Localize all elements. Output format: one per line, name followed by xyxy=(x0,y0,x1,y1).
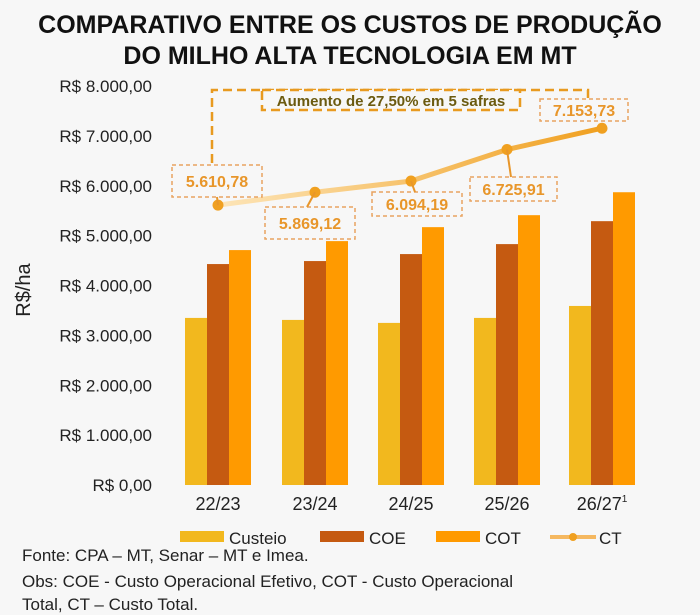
bar-custeio xyxy=(378,322,400,485)
ct-data-label-box xyxy=(171,164,263,198)
y-tick-label: R$ 0,00 xyxy=(92,476,152,495)
legend-label-coe: COE xyxy=(369,529,406,548)
bar-coe xyxy=(400,254,422,485)
obs-note-continued: Total, CT – Custo Total. xyxy=(22,595,199,614)
chart-title-line-2: DO MILHO ALTA TECNOLOGIA EM MT xyxy=(123,42,577,70)
legend-swatch-coe xyxy=(320,531,364,542)
chart-title-line-1: COMPARATIVO ENTRE OS CUSTOS DE PRODUÇÃO xyxy=(38,11,662,39)
y-tick-label: R$ 6.000,00 xyxy=(59,177,152,196)
x-tick-label: 22/23 xyxy=(195,494,240,514)
ct-data-label: 5.610,78 xyxy=(186,174,248,191)
y-tick-label: R$ 3.000,00 xyxy=(59,326,152,345)
ct-data-label: 6.725,91 xyxy=(482,182,544,199)
ct-data-label: 7.153,73 xyxy=(553,103,615,120)
ct-data-label-box xyxy=(539,98,629,122)
ct-label-leader xyxy=(410,180,416,193)
source-note: Fonte: CPA – MT, Senar – MT e Imea. xyxy=(22,546,309,565)
obs-note: Obs: COE - Custo Operacional Efetivo, CO… xyxy=(22,572,513,591)
legend-swatch-custeio xyxy=(180,531,224,542)
y-axis-label: R$/ha xyxy=(13,262,35,316)
bar-coe xyxy=(591,221,613,485)
y-tick-label: R$ 1.000,00 xyxy=(59,426,152,445)
bar-cot xyxy=(613,192,635,485)
legend-label-cot: COT xyxy=(485,529,521,548)
legend-label-ct: CT xyxy=(599,529,622,548)
legend-swatch-cot xyxy=(436,531,480,542)
ct-point xyxy=(596,122,608,134)
bar-cot xyxy=(422,227,444,486)
y-tick-label: R$ 8.000,00 xyxy=(59,77,152,96)
ct-label-leader xyxy=(216,196,219,206)
bar-coe xyxy=(496,244,518,485)
ct-data-label-box xyxy=(371,191,463,217)
annotation-text: Aumento de 27,50% em 5 safras xyxy=(277,93,505,110)
bar-coe xyxy=(207,264,229,485)
y-tick-label: R$ 7.000,00 xyxy=(59,127,152,146)
y-tick-label: R$ 4.000,00 xyxy=(59,277,152,296)
y-tick-label: R$ 5.000,00 xyxy=(59,227,152,246)
chart: R$ 0,00 R$ 1.000,00 R$ 2.000,00 R$ 3.000,00… xyxy=(13,77,635,548)
ct-data-label: 6.094,19 xyxy=(386,197,448,214)
x-tick-superscript: 1 xyxy=(622,494,628,505)
bar-custeio xyxy=(569,305,591,485)
bar-custeio xyxy=(282,319,304,485)
ct-label-leader xyxy=(506,149,512,178)
bar-cot xyxy=(518,215,540,485)
ct-label-leader xyxy=(306,191,316,208)
legend-label-custeio: Custeio xyxy=(229,529,287,548)
ct-data-label-box xyxy=(469,176,558,202)
bar-coe xyxy=(304,261,326,485)
x-tick-label: 23/24 xyxy=(292,494,337,514)
bar-cot xyxy=(326,241,348,485)
annotation-box xyxy=(260,88,522,112)
ct-data-label-box xyxy=(264,206,356,240)
y-tick-label: R$ 2.000,00 xyxy=(59,376,152,395)
bar-cot xyxy=(229,250,251,485)
bar-custeio xyxy=(185,317,207,485)
legend-swatch-ct-point xyxy=(569,533,577,541)
x-tick-label: 24/25 xyxy=(388,494,433,514)
ct-data-label: 5.869,12 xyxy=(279,216,341,233)
bar-custeio xyxy=(474,317,496,485)
x-tick-label: 26/271 xyxy=(577,494,628,514)
x-tick-label: 25/26 xyxy=(484,494,529,514)
chart-title: COMPARATIVO ENTRE OS CUSTOS DE PRODUÇÃO … xyxy=(0,10,700,72)
